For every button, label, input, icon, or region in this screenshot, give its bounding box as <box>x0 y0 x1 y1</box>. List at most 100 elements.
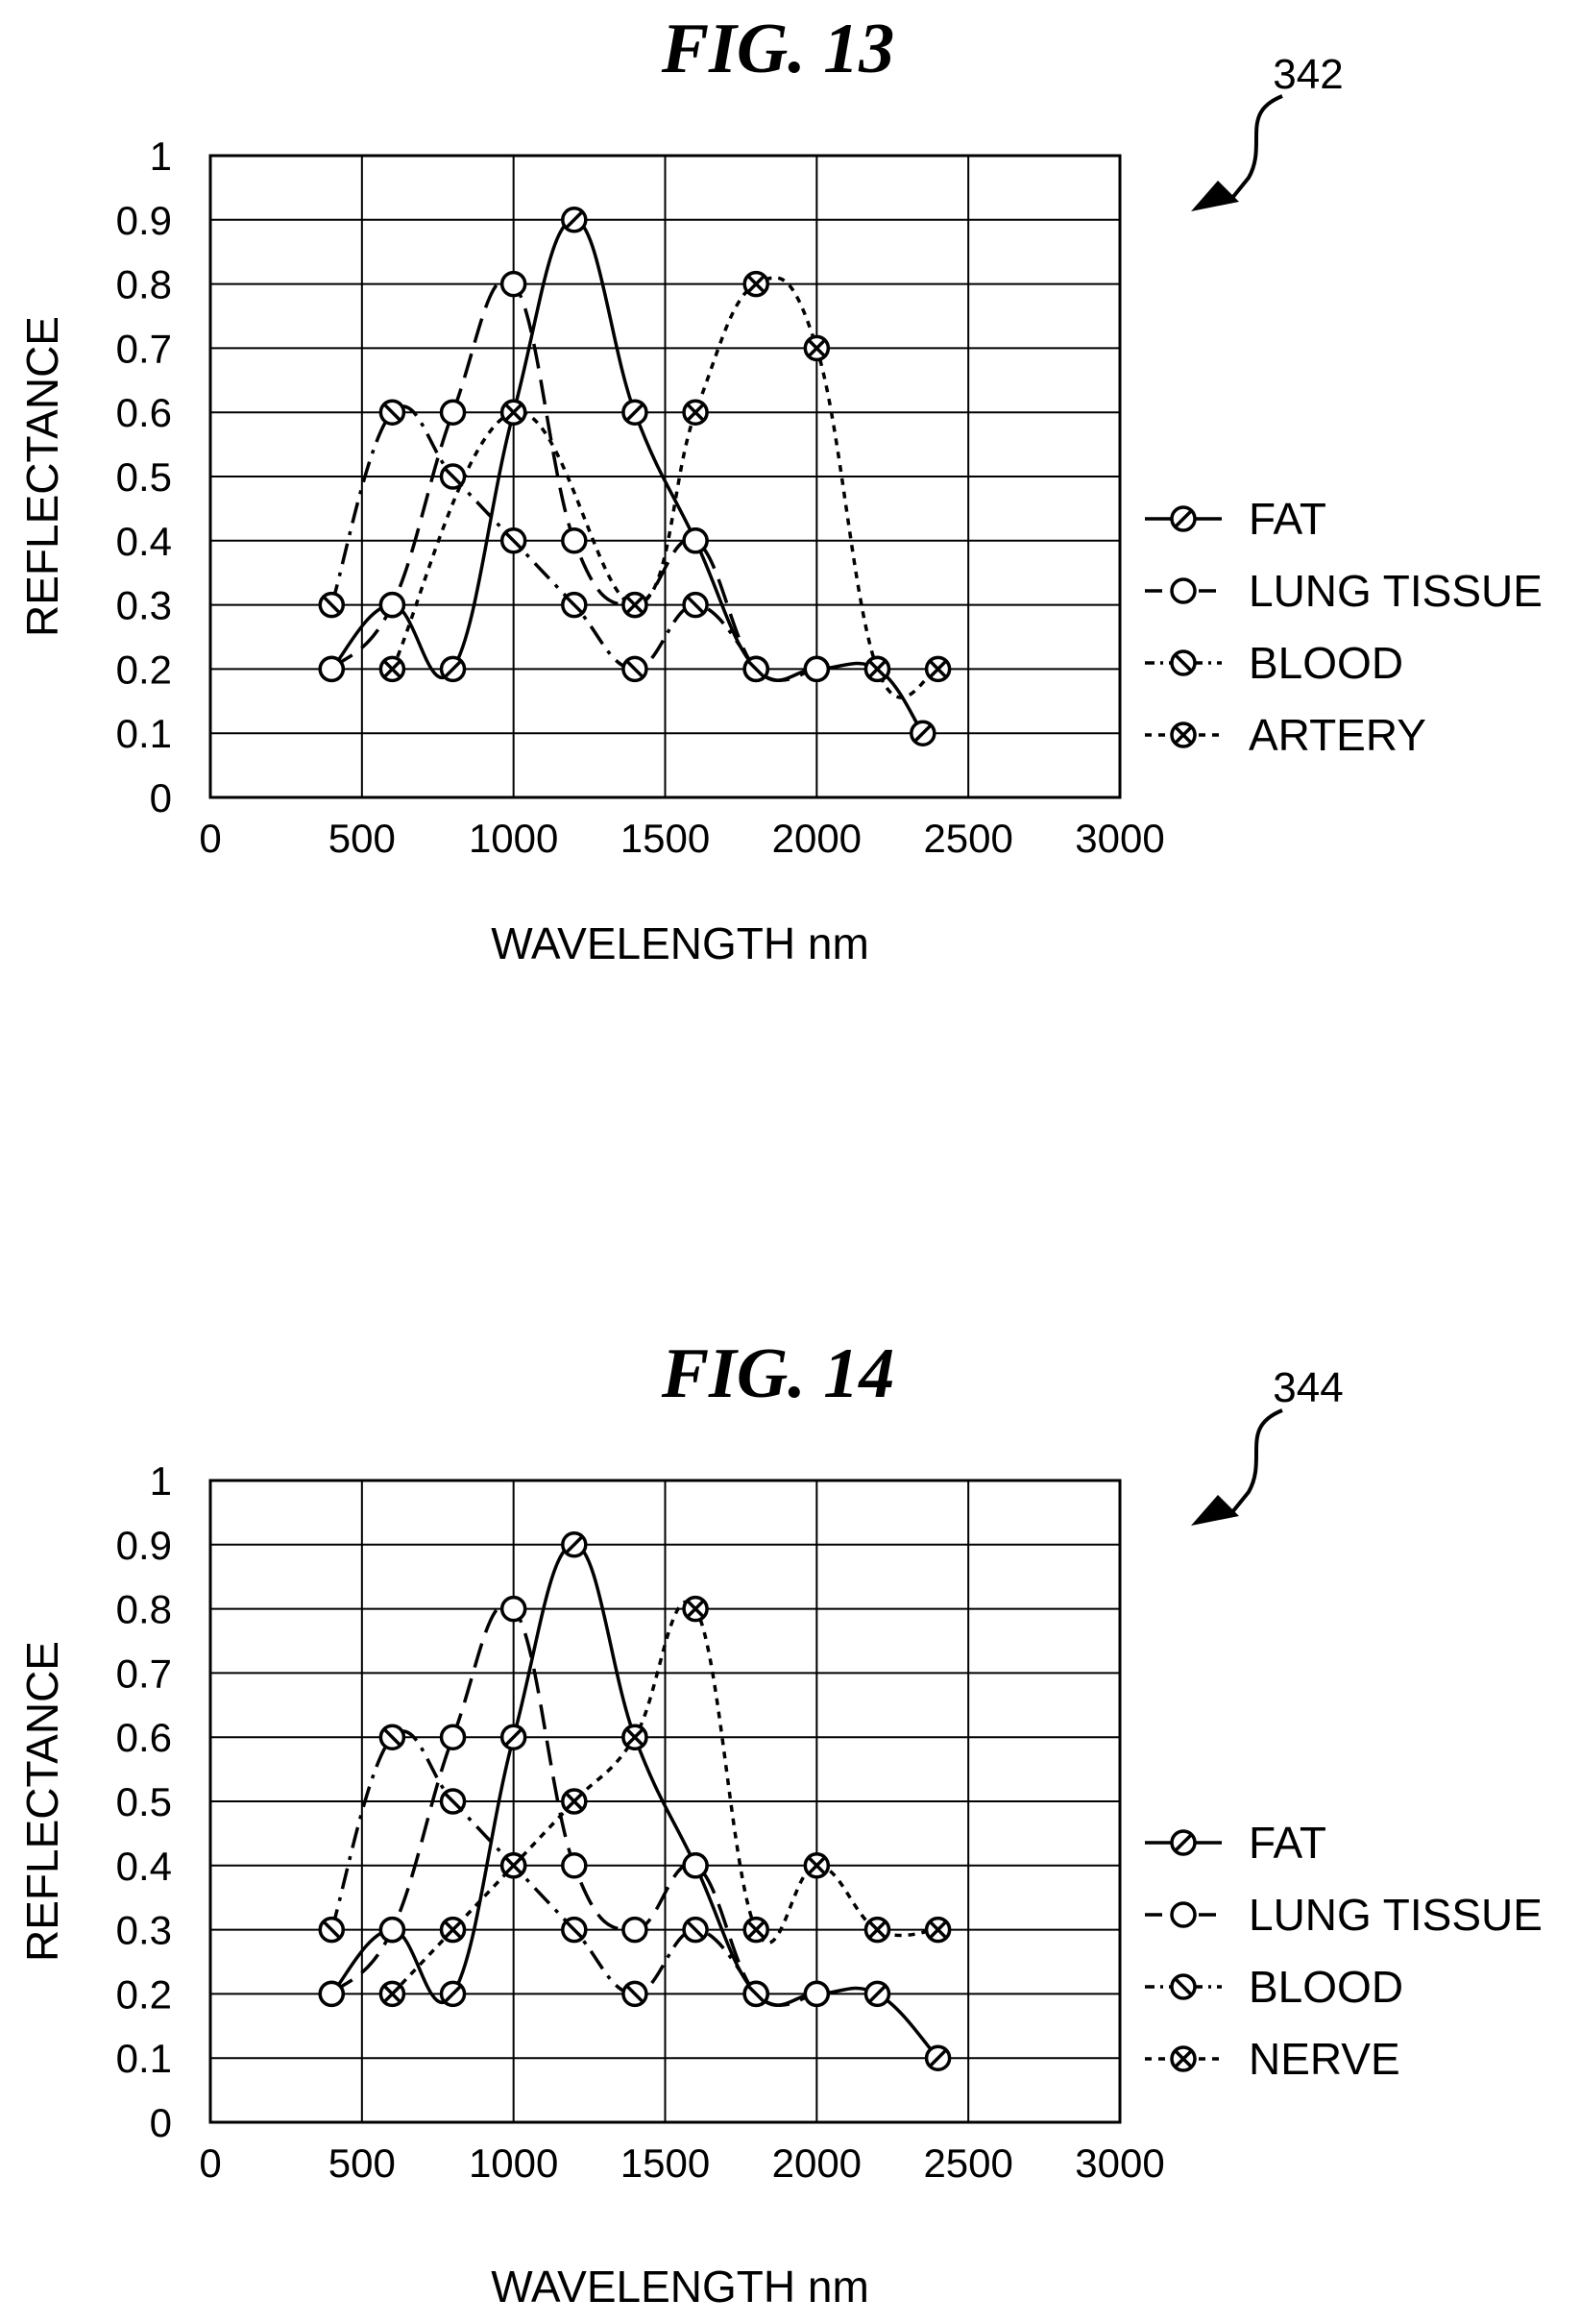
figure-13-y-axis-label: REFLECTANCE <box>17 316 67 637</box>
figure-14-y-tick-label: 0.9 <box>116 1523 172 1568</box>
figure-13-series-lung-tissue-line <box>330 278 817 682</box>
figure-14-legend: FAT LUNG TISSUE BLOOD NERVE <box>1145 1818 1543 2084</box>
figure-14-x-tick-label: 1500 <box>620 2141 710 2186</box>
figure-14-legend-label: NERVE <box>1249 2034 1400 2084</box>
figure-14-grid <box>209 1480 1121 2123</box>
figure-14-leader-line <box>1230 1408 1283 1514</box>
figure-13-lung-tissue-point <box>803 655 831 683</box>
figure-13-artery-point <box>682 399 709 426</box>
figure-14-lung-tissue-point <box>318 1980 346 2008</box>
figure-13-legend-item-fat: FAT <box>1145 494 1326 544</box>
figure-14-legend-swatch-marker <box>1170 1973 1197 2000</box>
figure-14-blood-point <box>439 1788 467 1815</box>
figure-13-blood-point <box>439 463 467 490</box>
figure-14-legend-label: FAT <box>1249 1818 1326 1868</box>
figure-14-lung-tissue-point <box>439 1724 467 1750</box>
figure-14-series-lung-tissue-line <box>330 1602 817 2007</box>
figure-14-lung-tissue-point <box>682 1852 709 1879</box>
figure-14-legend-label: LUNG TISSUE <box>1249 1890 1543 1940</box>
figure-14: FIG. 14 344 0 0.1 0.2 0.3 0.4 0.5 0.6 0.7 0.8 0.9… <box>17 1334 1543 2312</box>
figure-14-blood-point <box>621 1980 648 2008</box>
figure-14-x-tick-label: 0 <box>199 2141 221 2186</box>
figure-14-nerve-point <box>499 1852 527 1879</box>
figure-13-artery-point <box>924 655 952 683</box>
figure-14-y-tick-labels: 0 0.1 0.2 0.3 0.4 0.5 0.6 0.7 0.8 0.9 1 <box>116 1458 172 2145</box>
figure-13-lung-tissue-point <box>682 527 709 554</box>
figure-13-plot-frame <box>208 154 1122 799</box>
figure-14-legend-item-lung-tissue: LUNG TISSUE <box>1145 1890 1543 1940</box>
figure-13-artery-point <box>621 591 648 619</box>
figure-14-y-tick-label: 0.7 <box>116 1651 172 1696</box>
figure-13-leader-arrowhead <box>1191 181 1239 211</box>
figure-14-nerve-point <box>439 1916 467 1944</box>
figure-13-legend-label: ARTERY <box>1249 710 1426 760</box>
figure-13-blood-point <box>682 591 709 619</box>
figure-14-lung-tissue-point <box>561 1852 588 1879</box>
figure-13-fat-point <box>910 720 936 746</box>
figure-13-leader-line <box>1230 94 1283 200</box>
figure-14-blood-point <box>318 1916 346 1944</box>
figure-14-nerve-point <box>803 1852 831 1879</box>
figure-13-reference-number: 342 <box>1273 51 1343 98</box>
figure-14-legend-label: BLOOD <box>1249 1962 1403 2012</box>
figure-14-fat-point <box>561 1531 588 1558</box>
figure-14-fat-point <box>439 1980 467 2008</box>
figure-13-artery-point <box>863 655 891 683</box>
figure-14-y-tick-label: 0.6 <box>116 1715 172 1760</box>
figure-14-blood-point <box>378 1724 406 1750</box>
figure-13-legend-item-blood: BLOOD <box>1145 638 1403 688</box>
figure-14-y-tick-label: 0.4 <box>116 1844 172 1889</box>
figure-14-data-points <box>318 1531 952 2071</box>
figure-13-y-tick-label: 0.5 <box>116 454 172 500</box>
figure-13-y-tick-label: 0.7 <box>116 326 172 371</box>
figure-14-y-axis-label: REFLECTANCE <box>17 1641 67 1962</box>
figure-14-x-tick-label: 500 <box>328 2141 396 2186</box>
figure-14-nerve-point <box>378 1980 406 2008</box>
figure-14-legend-swatch-marker <box>1170 1829 1197 1856</box>
figure-13-legend-label: LUNG TISSUE <box>1249 566 1543 616</box>
figure-14-blood-point <box>561 1916 588 1944</box>
figure-14-fat-point <box>499 1724 527 1750</box>
figure-13-legend-label: BLOOD <box>1249 638 1403 688</box>
figure-13-blood-point <box>561 591 588 619</box>
figure-14-lung-tissue-point <box>499 1595 527 1623</box>
figure-14-legend-item-blood: BLOOD <box>1145 1962 1403 2012</box>
figure-13-lung-tissue-point <box>439 399 467 426</box>
figure-14-x-tick-labels: 0 500 1000 1500 2000 2500 3000 <box>199 2141 1164 2186</box>
figure-13-fat-point <box>561 207 588 233</box>
figure-14-nerve-point <box>621 1724 648 1750</box>
figure-14-nerve-point <box>742 1916 769 1944</box>
figure-14-y-tick-label: 1 <box>150 1458 172 1504</box>
figure-13-lung-tissue-point <box>318 655 346 683</box>
figure-13-y-tick-label: 0.8 <box>116 262 172 307</box>
figure-14-nerve-point <box>924 1916 952 1944</box>
figure-14-x-tick-label: 2000 <box>772 2141 862 2186</box>
figure-14-x-axis-label: WAVELENGTH nm <box>491 2262 869 2312</box>
figure-14-x-tick-label: 3000 <box>1075 2141 1164 2186</box>
figure-13-blood-point <box>742 655 769 683</box>
figure-13-x-tick-label: 500 <box>328 816 396 861</box>
figure-13-x-tick-label: 2000 <box>772 816 862 861</box>
figure-13: FIG. 13 342 0 0.1 0.2 0.3 0.4 0.5 0.6 0.7 0.8 0.9… <box>17 10 1543 968</box>
figure-13-blood-point <box>378 399 406 426</box>
figure-14-x-tick-label: 1000 <box>469 2141 558 2186</box>
figure-13-y-tick-label: 0.9 <box>116 198 172 243</box>
figure-14-legend-swatch-marker <box>1170 1901 1197 1928</box>
figure-13-artery-point <box>742 270 769 298</box>
figure-14-nerve-point <box>682 1595 709 1623</box>
figure-14-y-tick-label: 0.3 <box>116 1908 172 1953</box>
figure-14-lung-tissue-point <box>621 1916 648 1944</box>
figure-13-fat-point <box>439 655 467 683</box>
figure-13-y-tick-label: 0 <box>150 775 172 820</box>
figure-14-title: FIG. 14 <box>661 1334 895 1413</box>
figure-13-x-tick-label: 0 <box>199 816 221 861</box>
figure-14-y-tick-label: 0 <box>150 2100 172 2145</box>
figure-13-x-tick-label: 3000 <box>1075 816 1164 861</box>
figure-13-grid <box>209 155 1121 798</box>
figure-13-blood-point <box>318 591 346 619</box>
figure-13-artery-point <box>803 334 831 362</box>
figure-14-x-tick-label: 2500 <box>923 2141 1012 2186</box>
figure-14-nerve-point <box>561 1788 588 1815</box>
figure-13-legend-swatch-marker <box>1170 505 1197 532</box>
